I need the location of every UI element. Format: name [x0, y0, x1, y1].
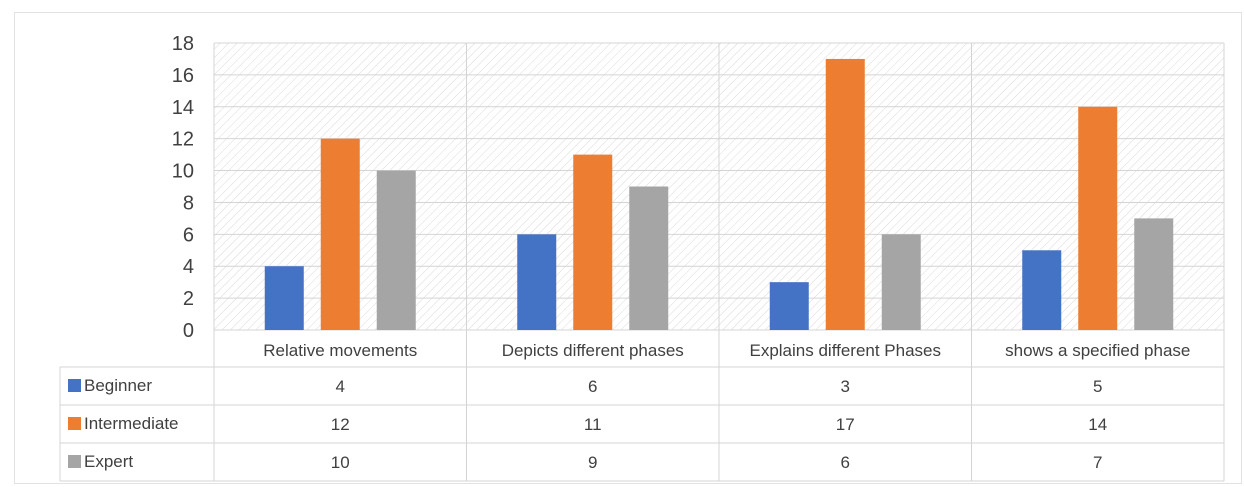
table-cell: 12 [331, 415, 350, 434]
category-label: shows a specified phase [1005, 341, 1190, 360]
table-cell: 14 [1088, 415, 1107, 434]
y-tick-label: 0 [183, 320, 194, 342]
bar-intermediate-0 [320, 138, 360, 330]
y-tick-label: 14 [172, 97, 194, 119]
bars [264, 58, 1174, 331]
bar-intermediate-1 [573, 154, 613, 330]
bar-beginner-0 [264, 266, 304, 330]
bar-expert-0 [376, 170, 416, 330]
table-cell: 4 [336, 377, 345, 396]
bar-intermediate-3 [1078, 106, 1118, 331]
category-label: Depicts different phases [502, 341, 684, 360]
legend-label-beginner: Beginner [84, 376, 152, 395]
table-cell: 10 [331, 453, 350, 472]
bar-beginner-2 [769, 282, 809, 330]
category-label: Explains different Phases [749, 341, 941, 360]
x-axis: Relative movements Depicts different phas… [214, 341, 1224, 368]
y-tick-label: 12 [172, 129, 194, 151]
bar-beginner-1 [517, 234, 557, 330]
legend-swatch-beginner [68, 379, 81, 392]
bar-beginner-3 [1022, 250, 1062, 330]
bar-intermediate-2 [825, 58, 865, 330]
y-tick-label: 2 [183, 288, 194, 310]
bar-expert-2 [881, 234, 921, 330]
y-tick-label: 16 [172, 65, 194, 87]
table-cell: 7 [1093, 453, 1102, 472]
y-tick-label: 8 [183, 192, 194, 214]
chart-frame [14, 12, 1242, 484]
y-axis: 0 2 4 6 8 10 12 14 16 18 [172, 33, 194, 342]
legend-swatch-expert [68, 455, 81, 468]
table-cell: 3 [841, 377, 850, 396]
table-cell: 5 [1093, 377, 1102, 396]
table-cell: 6 [588, 377, 597, 396]
y-tick-label: 10 [172, 161, 194, 183]
legend-swatch-intermediate [68, 417, 81, 430]
y-tick-label: 4 [183, 256, 194, 278]
data-table: Beginner 4 6 3 5 Intermediate 12 11 17 14 Expert 10… [59, 366, 1224, 482]
bar-expert-3 [1134, 218, 1174, 330]
legend-label-intermediate: Intermediate [84, 414, 179, 433]
y-tick-label: 6 [183, 224, 194, 246]
y-tick-label: 18 [172, 33, 194, 55]
table-cell: 17 [836, 415, 855, 434]
category-label: Relative movements [263, 341, 417, 360]
table-cell: 6 [841, 453, 850, 472]
table-cell: 11 [584, 415, 602, 434]
legend-label-expert: Expert [84, 452, 133, 471]
table-cell: 9 [588, 453, 597, 472]
bar-expert-1 [629, 186, 669, 330]
